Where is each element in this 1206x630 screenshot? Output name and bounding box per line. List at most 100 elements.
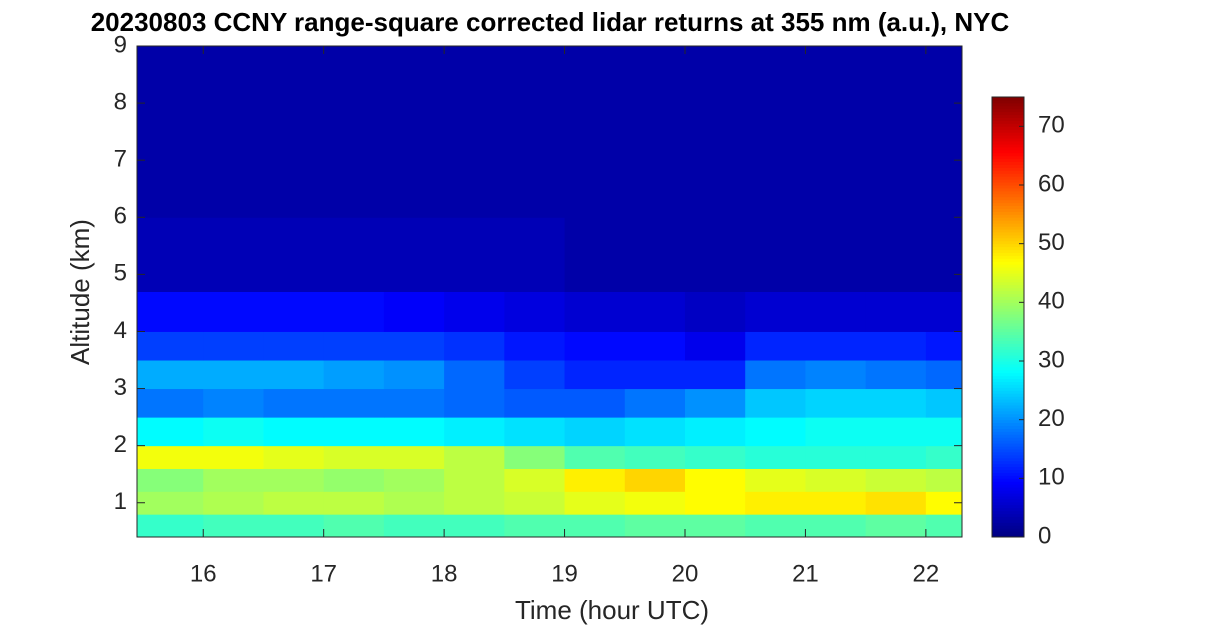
colorbar-segment (992, 164, 1024, 168)
colorbar-segment (992, 428, 1024, 432)
y-tick-label: 1 (114, 488, 127, 515)
colorbar-segment (992, 328, 1024, 333)
colorbar-segment (992, 114, 1024, 119)
colorbar-segment (992, 231, 1024, 236)
heatmap-cell (865, 514, 927, 538)
heatmap-cell (203, 360, 264, 390)
colorbar-segment (992, 325, 1024, 330)
colorbar-segment (992, 187, 1024, 192)
colorbar-segment (992, 105, 1024, 110)
colorbar-frame (991, 96, 1025, 538)
colorbar-segment (992, 472, 1024, 476)
y-tick-label: 2 (114, 431, 127, 458)
colorbar-segment (992, 261, 1024, 265)
colorbar-segment (992, 182, 1024, 186)
heatmap-cell (137, 46, 204, 218)
heatmap-cell (805, 360, 867, 390)
heatmap-cell (624, 491, 686, 515)
heatmap-cell (865, 217, 927, 292)
heatmap-cell (925, 217, 963, 292)
colorbar-segment (992, 463, 1024, 468)
heatmap-cell (383, 445, 445, 469)
heatmap-cell (444, 217, 505, 292)
heatmap-cell (323, 46, 385, 218)
y-tick-label: 4 (114, 317, 127, 344)
colorbar-segment (992, 534, 1024, 538)
colorbar-segment (992, 167, 1024, 171)
heatmap-cell (624, 46, 686, 218)
heatmap-cell (203, 468, 264, 492)
heatmap-cell (805, 491, 867, 515)
heatmap-cell (564, 514, 626, 538)
colorbar-segment (992, 290, 1024, 295)
colorbar-segment (992, 478, 1024, 482)
x-tick-label: 20 (672, 560, 699, 587)
heatmap-cell (865, 388, 927, 418)
heatmap-cell (564, 291, 626, 332)
colorbar-segment (992, 522, 1024, 526)
heatmap-cell (745, 468, 806, 492)
heatmap-cell (137, 445, 204, 469)
heatmap-cell (624, 468, 686, 492)
heatmap-cell (137, 388, 204, 418)
heatmap-cell (323, 217, 385, 292)
colorbar-segment (992, 498, 1024, 503)
colorbar-tick-label: 50 (1038, 229, 1065, 256)
heatmap-cell (137, 217, 204, 292)
colorbar-segment (992, 363, 1024, 368)
colorbar-segment (992, 525, 1024, 529)
heatmap-cell (865, 46, 927, 218)
colorbar-segment (992, 322, 1024, 327)
colorbar-segment (992, 246, 1024, 251)
heatmap-cell (504, 514, 566, 538)
heatmap-cell (137, 468, 204, 492)
heatmap-cell (805, 514, 867, 538)
colorbar-segment (992, 516, 1024, 520)
heatmap-cell (137, 291, 204, 332)
heatmap-cell (564, 360, 626, 390)
colorbar-segment (992, 267, 1024, 271)
heatmap-cell (865, 468, 927, 492)
y-tick-label: 3 (114, 374, 127, 401)
colorbar-tick-label: 70 (1038, 112, 1065, 139)
heatmap-cell (745, 514, 806, 538)
colorbar-segment (992, 416, 1024, 421)
heatmap-cell (444, 417, 505, 447)
x-tick-label: 18 (431, 560, 458, 587)
heatmap-cell (624, 360, 686, 390)
colorbar-segment (992, 120, 1024, 124)
colorbar-segment (992, 361, 1024, 365)
heatmap-cell (624, 388, 686, 418)
colorbar-segment (992, 431, 1024, 435)
colorbar-segment (992, 299, 1024, 303)
heatmap-cell (684, 468, 746, 492)
colorbar-segment (992, 399, 1024, 403)
x-tick-label: 19 (551, 560, 578, 587)
colorbar-tick-label: 0 (1038, 522, 1051, 549)
colorbar-segment (992, 531, 1024, 535)
heatmap-cell (323, 388, 385, 418)
colorbar-segment (992, 449, 1024, 453)
colorbar-segment (992, 135, 1024, 139)
colorbar-segment (992, 158, 1024, 163)
x-axis-label: Time (hour UTC) (515, 595, 709, 625)
heatmap-cell (684, 491, 746, 515)
heatmap-cell (383, 468, 445, 492)
heatmap-cell (624, 217, 686, 292)
heatmap-cell (865, 291, 927, 332)
heatmap-cell (805, 331, 867, 361)
colorbar-segment (992, 138, 1024, 142)
colorbar-segment (992, 308, 1024, 312)
colorbar-segment (992, 217, 1024, 221)
heatmap-cell (263, 291, 325, 332)
heatmap-cell (383, 46, 445, 218)
heatmap-cell (684, 388, 746, 418)
colorbar-segment (992, 117, 1024, 121)
colorbar-segment (992, 369, 1024, 374)
heatmap-cell (624, 445, 686, 469)
heatmap-cell (263, 491, 325, 515)
colorbar-segment (992, 275, 1024, 280)
heatmap-cell (624, 417, 686, 447)
colorbar-segment (992, 278, 1024, 283)
